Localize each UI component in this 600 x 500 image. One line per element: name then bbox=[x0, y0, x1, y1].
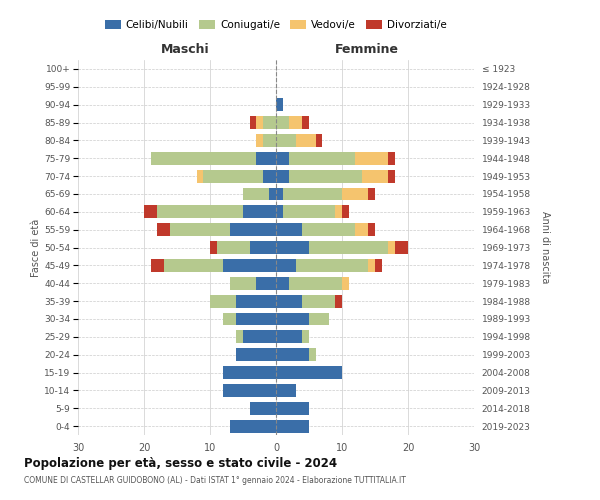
Bar bbox=[276, 152, 289, 164]
Text: COMUNE DI CASTELLAR GUIDOBONO (AL) - Dati ISTAT 1° gennaio 2024 - Elaborazione T: COMUNE DI CASTELLAR GUIDOBONO (AL) - Dat… bbox=[24, 476, 406, 485]
Text: Popolazione per età, sesso e stato civile - 2024: Popolazione per età, sesso e stato civil… bbox=[24, 458, 337, 470]
Bar bbox=[223, 366, 276, 379]
Bar bbox=[250, 116, 256, 129]
Bar bbox=[335, 294, 342, 308]
Bar bbox=[236, 348, 276, 361]
Bar bbox=[157, 223, 170, 236]
Bar bbox=[243, 330, 276, 343]
Bar bbox=[243, 188, 269, 200]
Text: Femmine: Femmine bbox=[335, 44, 399, 56]
Bar bbox=[395, 241, 408, 254]
Bar bbox=[250, 241, 276, 254]
Bar bbox=[276, 241, 309, 254]
Bar bbox=[236, 312, 276, 326]
Bar bbox=[230, 277, 256, 289]
Bar bbox=[276, 134, 296, 147]
Bar bbox=[289, 170, 362, 182]
Bar bbox=[276, 294, 302, 308]
Bar bbox=[256, 152, 276, 164]
Bar bbox=[223, 312, 236, 326]
Bar bbox=[210, 241, 217, 254]
Bar bbox=[388, 152, 395, 164]
Bar bbox=[302, 294, 335, 308]
Bar bbox=[388, 241, 395, 254]
Bar bbox=[368, 259, 375, 272]
Bar bbox=[368, 223, 375, 236]
Bar bbox=[309, 348, 316, 361]
Bar bbox=[223, 259, 276, 272]
Bar bbox=[276, 420, 309, 432]
Bar bbox=[256, 277, 276, 289]
Bar bbox=[276, 206, 283, 218]
Bar bbox=[342, 277, 349, 289]
Bar bbox=[276, 259, 296, 272]
Bar bbox=[335, 206, 342, 218]
Bar bbox=[276, 402, 309, 414]
Bar bbox=[197, 170, 203, 182]
Bar bbox=[151, 259, 164, 272]
Bar bbox=[276, 312, 309, 326]
Bar bbox=[276, 98, 283, 111]
Y-axis label: Fasce di età: Fasce di età bbox=[31, 218, 41, 276]
Legend: Celibi/Nubili, Coniugati/e, Vedovi/e, Divorziati/e: Celibi/Nubili, Coniugati/e, Vedovi/e, Di… bbox=[102, 16, 450, 33]
Bar bbox=[289, 277, 342, 289]
Bar bbox=[309, 241, 388, 254]
Bar bbox=[289, 152, 355, 164]
Bar bbox=[230, 420, 276, 432]
Bar bbox=[283, 188, 342, 200]
Bar bbox=[144, 206, 157, 218]
Bar bbox=[269, 188, 276, 200]
Bar bbox=[263, 134, 276, 147]
Bar bbox=[223, 384, 276, 397]
Bar bbox=[355, 152, 388, 164]
Y-axis label: Anni di nascita: Anni di nascita bbox=[541, 212, 550, 284]
Bar bbox=[342, 206, 349, 218]
Bar bbox=[164, 259, 223, 272]
Bar bbox=[302, 223, 355, 236]
Bar bbox=[355, 223, 368, 236]
Bar bbox=[250, 402, 276, 414]
Bar bbox=[263, 116, 276, 129]
Bar bbox=[276, 330, 302, 343]
Bar bbox=[375, 259, 382, 272]
Bar bbox=[157, 206, 243, 218]
Bar bbox=[236, 294, 276, 308]
Bar bbox=[283, 206, 335, 218]
Bar bbox=[256, 116, 263, 129]
Bar bbox=[243, 206, 276, 218]
Bar bbox=[276, 384, 296, 397]
Bar bbox=[276, 366, 342, 379]
Bar bbox=[236, 330, 243, 343]
Bar bbox=[203, 170, 263, 182]
Bar bbox=[316, 134, 322, 147]
Bar bbox=[276, 116, 289, 129]
Bar bbox=[296, 259, 368, 272]
Bar bbox=[362, 170, 388, 182]
Bar bbox=[217, 241, 250, 254]
Bar bbox=[309, 312, 329, 326]
Bar bbox=[151, 152, 256, 164]
Bar bbox=[368, 188, 375, 200]
Bar bbox=[276, 223, 302, 236]
Bar bbox=[263, 170, 276, 182]
Bar bbox=[256, 134, 263, 147]
Bar bbox=[276, 348, 309, 361]
Bar bbox=[289, 116, 302, 129]
Bar bbox=[276, 277, 289, 289]
Bar bbox=[276, 188, 283, 200]
Bar bbox=[210, 294, 236, 308]
Bar bbox=[302, 116, 309, 129]
Bar bbox=[388, 170, 395, 182]
Bar bbox=[276, 170, 289, 182]
Bar bbox=[342, 188, 368, 200]
Text: Maschi: Maschi bbox=[161, 44, 209, 56]
Bar bbox=[302, 330, 309, 343]
Bar bbox=[230, 223, 276, 236]
Bar bbox=[296, 134, 316, 147]
Bar bbox=[170, 223, 230, 236]
